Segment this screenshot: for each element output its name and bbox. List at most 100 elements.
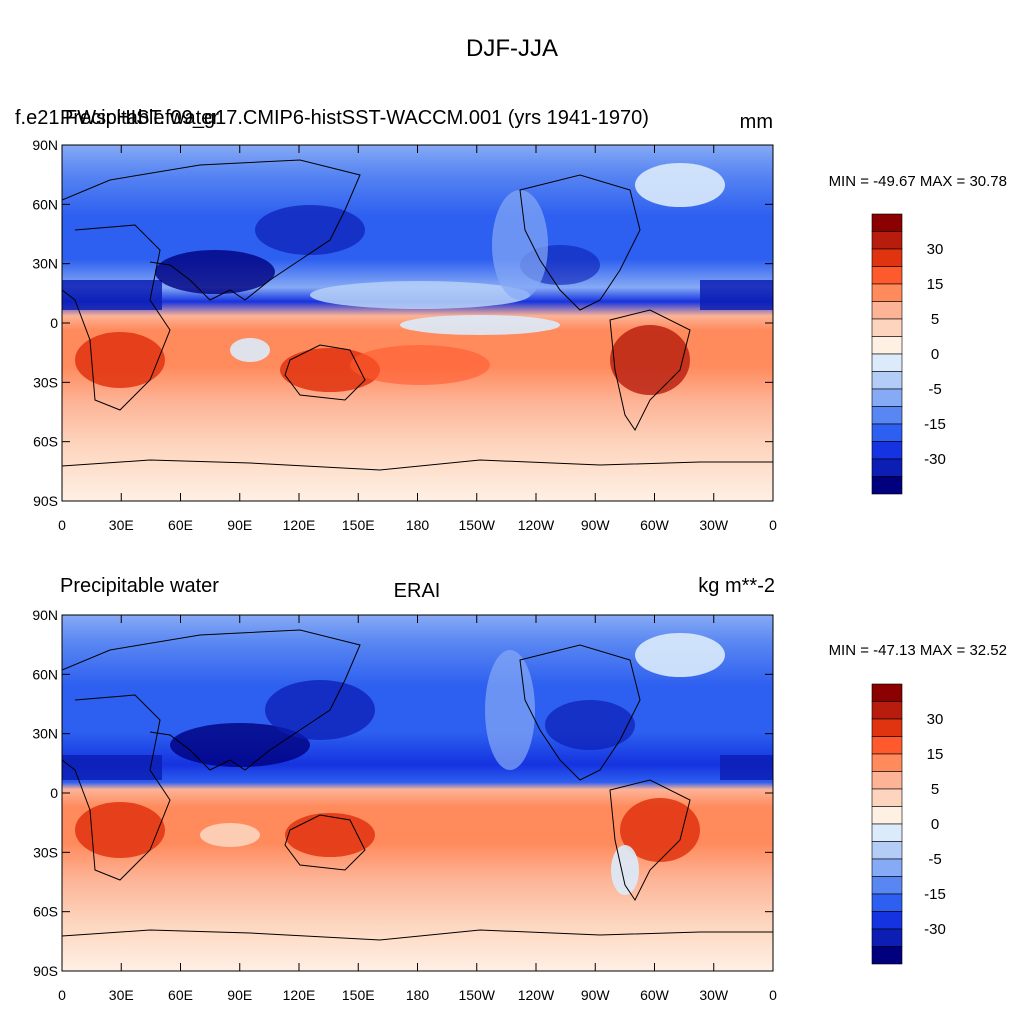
lon-tick-label: 150E <box>342 987 375 1003</box>
field-blob <box>610 325 690 395</box>
colorbar-label: 15 <box>927 276 944 293</box>
coastline-north-america <box>519 174 641 311</box>
lon-tick-label: 180 <box>406 517 430 533</box>
field-blob <box>265 680 375 740</box>
lon-tick-label: 150W <box>458 517 495 533</box>
lat-tick-label: 60S <box>33 904 58 920</box>
colorbar-swatch <box>871 336 903 355</box>
lon-tick-label: 60E <box>168 987 193 1003</box>
colorbar-label: -30 <box>924 921 946 938</box>
panel-model-left-title: f.e21.FWscHIST.f09_g17.CMIP6-histSST-WAC… <box>15 107 649 129</box>
lat-tick-label: 90S <box>33 493 58 509</box>
panel-model: f.e21.FWscHIST.f09_g17.CMIP6-histSST-WAC… <box>15 107 1007 533</box>
field-blob <box>285 813 375 857</box>
field-blob <box>700 280 773 310</box>
lat-tick-label: 0 <box>50 315 58 331</box>
panel-obs-left-title: Precipitable water <box>60 575 219 597</box>
colorbar-swatch <box>871 841 903 860</box>
colorbar-swatch <box>871 701 903 720</box>
lon-tick-label: 90W <box>581 987 611 1003</box>
lon-tick-label: 120W <box>518 987 555 1003</box>
lon-tick-label: 90W <box>581 517 611 533</box>
lon-tick-label: 0 <box>58 517 66 533</box>
lon-tick-label: 60W <box>640 517 670 533</box>
field-blob <box>720 755 773 780</box>
coastline-africa <box>62 224 171 411</box>
field-blob <box>200 823 260 847</box>
panel-obs: Precipitable water ERAI kg m**-2 <box>32 575 1007 1003</box>
lon-tick-label: 30W <box>699 987 729 1003</box>
lat-tick-label: 60N <box>32 196 58 212</box>
coastline-australia <box>284 344 366 401</box>
lat-tick-label: 30N <box>32 256 58 272</box>
colorbar-label: 0 <box>931 346 939 363</box>
colorbar-model: 30 15 5 0 -5 -15 -30 <box>871 213 946 495</box>
figure-title: DJF-JJA <box>466 35 558 62</box>
map-field-obs <box>62 615 773 971</box>
field-blob <box>75 802 165 858</box>
field-blob <box>310 281 530 309</box>
colorbar-swatch <box>871 476 903 495</box>
lat-tick-label: 90N <box>32 607 58 623</box>
lat-tick-label: 30S <box>33 374 58 390</box>
colorbar-swatch <box>871 266 903 285</box>
colorbar-label: -30 <box>924 451 946 468</box>
lon-tick-label: 0 <box>769 517 777 533</box>
field-blob <box>255 205 365 255</box>
field-blob <box>400 315 560 335</box>
coastline-australia <box>284 814 366 871</box>
colorbar-swatch <box>871 458 903 477</box>
field-blob <box>635 163 725 207</box>
colorbar-swatch <box>871 893 903 912</box>
colorbar-swatch <box>871 231 903 250</box>
colorbar-swatch <box>871 423 903 442</box>
colorbar-swatch <box>871 213 903 232</box>
colorbar-swatch <box>871 911 903 930</box>
field-blob <box>170 723 310 767</box>
field-blob <box>75 332 165 388</box>
lon-tick-label: 30W <box>699 517 729 533</box>
lon-tick-label: 60W <box>640 987 670 1003</box>
coastlines-obs <box>62 629 773 941</box>
lon-tick-label: 150E <box>342 517 375 533</box>
panel-model-left-title-overlap: Precipitable water <box>60 107 219 129</box>
colorbar-label: -15 <box>924 416 946 433</box>
field-blob <box>492 190 548 300</box>
colorbar-swatch <box>871 406 903 425</box>
lon-tick-label: 30E <box>109 517 134 533</box>
lon-tick-label: 120E <box>283 987 316 1003</box>
lat-tick-label: 90S <box>33 963 58 979</box>
lat-tick-label: 30S <box>33 844 58 860</box>
coastlines-model <box>62 159 773 471</box>
coastline-antarctica <box>62 929 773 941</box>
coastline-south-america <box>609 309 691 431</box>
lon-tick-label: 90E <box>227 517 252 533</box>
colorbar-swatch <box>871 301 903 320</box>
field-blob <box>230 338 270 362</box>
colorbar-swatch <box>871 771 903 790</box>
colorbar-swatch <box>871 248 903 267</box>
colorbar-label: 5 <box>931 311 939 328</box>
colorbar-label: -5 <box>928 851 941 868</box>
lon-tick-label: 120E <box>283 517 316 533</box>
colorbar-swatch <box>871 371 903 390</box>
field-blob <box>611 845 639 895</box>
colorbar-label: -15 <box>924 886 946 903</box>
field-blob <box>545 700 635 750</box>
lat-tick-label: 90N <box>32 137 58 153</box>
panel-model-right-title: mm <box>740 111 773 133</box>
lon-tick-label: 90E <box>227 987 252 1003</box>
colorbar-label: 30 <box>927 241 944 258</box>
map-field-model <box>62 145 773 501</box>
coastline-antarctica <box>62 459 773 471</box>
lat-tick-label: 30N <box>32 726 58 742</box>
panel-obs-center-title: ERAI <box>394 580 441 602</box>
lon-tick-label: 30E <box>109 987 134 1003</box>
colorbar-label: 5 <box>931 781 939 798</box>
colorbar-swatch <box>871 388 903 407</box>
colorbar-swatch <box>871 788 903 807</box>
colorbar-swatch <box>871 946 903 965</box>
